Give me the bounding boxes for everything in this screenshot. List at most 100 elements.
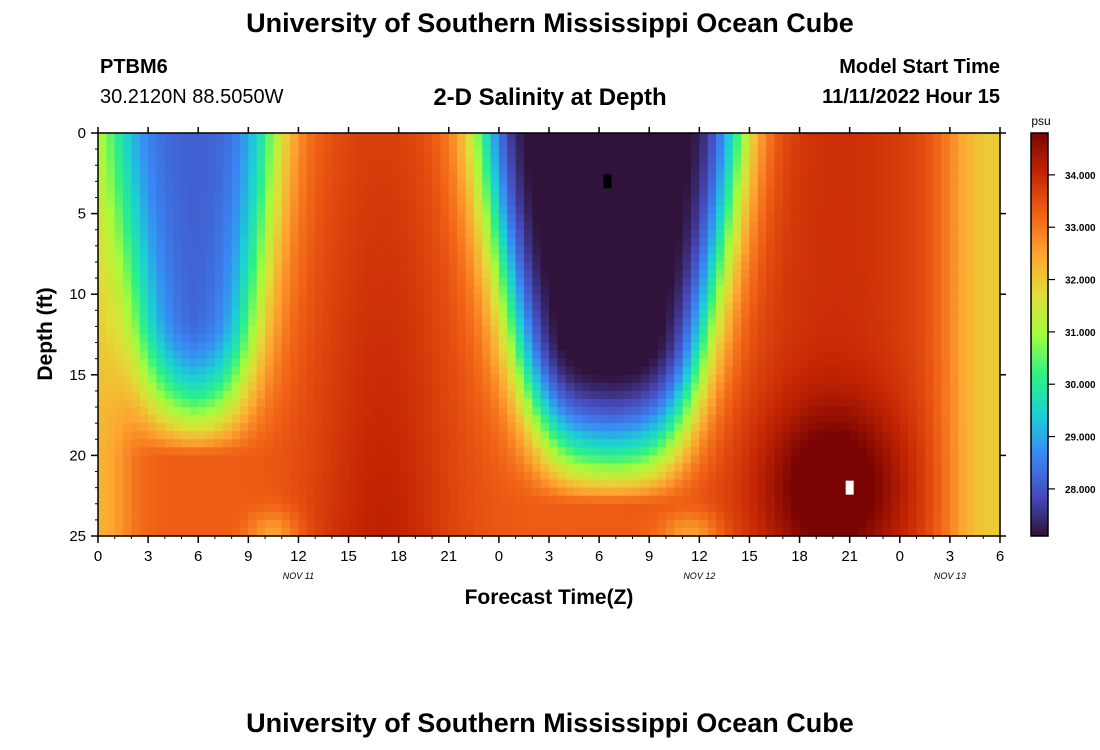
heatmap-cell [949, 495, 959, 505]
heatmap-cell [298, 479, 308, 489]
heatmap-cell [156, 310, 166, 319]
heatmap-cell [958, 342, 968, 352]
heatmap-cell [206, 261, 216, 271]
heatmap-cell [457, 189, 467, 199]
heatmap-cell [549, 358, 558, 368]
heatmap-cell [390, 197, 400, 207]
heatmap-cell [941, 278, 951, 287]
heatmap-cell [574, 366, 584, 376]
heatmap-cell [891, 245, 901, 255]
heatmap-cell [265, 334, 274, 344]
heatmap-cell [532, 133, 542, 142]
heatmap-cell [799, 261, 809, 271]
heatmap-cell [490, 358, 500, 368]
heatmap-cell [632, 390, 642, 400]
heatmap-cell [390, 366, 400, 376]
heatmap-cell [924, 286, 934, 295]
heatmap-cell [331, 374, 341, 384]
heatmap-cell [624, 390, 634, 400]
heatmap-cell [457, 245, 467, 255]
heatmap-cell [398, 197, 408, 207]
heatmap-cell [323, 253, 333, 263]
heatmap-cell [298, 463, 308, 473]
heatmap-cell [407, 302, 416, 311]
heatmap-cell [657, 302, 667, 311]
heatmap-cell [958, 390, 968, 400]
heatmap-cell [448, 245, 458, 255]
heatmap-cell [966, 423, 976, 432]
heatmap-cell [774, 302, 784, 311]
heatmap-cell [381, 213, 391, 223]
heatmap-cell [974, 471, 984, 481]
heatmap-cell [615, 423, 625, 432]
heatmap-cell [381, 286, 391, 295]
heatmap-cell [799, 157, 809, 166]
heatmap-cell [599, 253, 609, 263]
heatmap-cell [682, 261, 692, 271]
heatmap-cell [766, 382, 776, 392]
heatmap-cell [574, 173, 584, 182]
heatmap-cell [816, 189, 826, 199]
heatmap-cell [599, 294, 609, 303]
heatmap-cell [365, 407, 375, 416]
heatmap-cell [348, 310, 358, 319]
heatmap-cell [198, 237, 208, 247]
heatmap-cell [515, 407, 525, 416]
heatmap-cell [690, 181, 700, 191]
heatmap-cell [891, 382, 901, 392]
heatmap-cell [415, 334, 425, 344]
heatmap-cell [749, 270, 759, 279]
heatmap-cell [290, 358, 300, 368]
heatmap-cell [916, 237, 926, 247]
heatmap-cell [432, 318, 442, 328]
heatmap-cell [381, 423, 391, 432]
heatmap-cell [131, 374, 141, 384]
heatmap-cell [331, 366, 341, 376]
heatmap-cell [974, 213, 984, 223]
heatmap-cell [949, 173, 959, 182]
heatmap-cell [966, 245, 976, 255]
heatmap-cell [507, 165, 517, 174]
heatmap-cell [498, 439, 508, 448]
heatmap-cell [866, 342, 876, 352]
heatmap-cell [924, 358, 934, 368]
heatmap-cell [323, 479, 333, 489]
heatmap-cell [732, 407, 742, 416]
heatmap-cell [239, 205, 249, 215]
heatmap-cell [791, 221, 801, 231]
heatmap-cell [465, 294, 475, 303]
heatmap-cell [732, 447, 742, 456]
heatmap-cell [766, 390, 776, 400]
heatmap-cell [682, 157, 692, 166]
heatmap-cell [123, 189, 133, 199]
heatmap-cell [832, 278, 842, 287]
heatmap-cell [206, 229, 216, 239]
heatmap-cell [273, 294, 283, 303]
heatmap-cell [841, 205, 851, 215]
heatmap-cell [615, 141, 625, 150]
heatmap-cell [565, 197, 575, 207]
heatmap-cell [298, 495, 308, 505]
heatmap-cell [206, 455, 216, 465]
heatmap-cell [841, 229, 851, 239]
heatmap-cell [273, 229, 283, 239]
heatmap-cell [373, 366, 383, 376]
heatmap-cell [540, 415, 550, 424]
heatmap-cell [991, 423, 1001, 432]
heatmap-cell [582, 133, 592, 142]
heatmap-cell [615, 407, 625, 416]
heatmap-cell [908, 439, 918, 448]
heatmap-cell [315, 286, 325, 295]
heatmap-cell [323, 374, 333, 384]
heatmap-cell [657, 382, 667, 392]
heatmap-cell [958, 382, 968, 392]
heatmap-cell [732, 165, 742, 174]
heatmap-cell [632, 398, 642, 408]
heatmap-cell [649, 189, 659, 199]
heatmap-cell [582, 407, 592, 416]
heatmap-cell [908, 415, 918, 424]
heatmap-cell [365, 261, 375, 271]
heatmap-cell [649, 447, 659, 456]
heatmap-cell [407, 261, 416, 271]
heatmap-cell [866, 463, 876, 473]
